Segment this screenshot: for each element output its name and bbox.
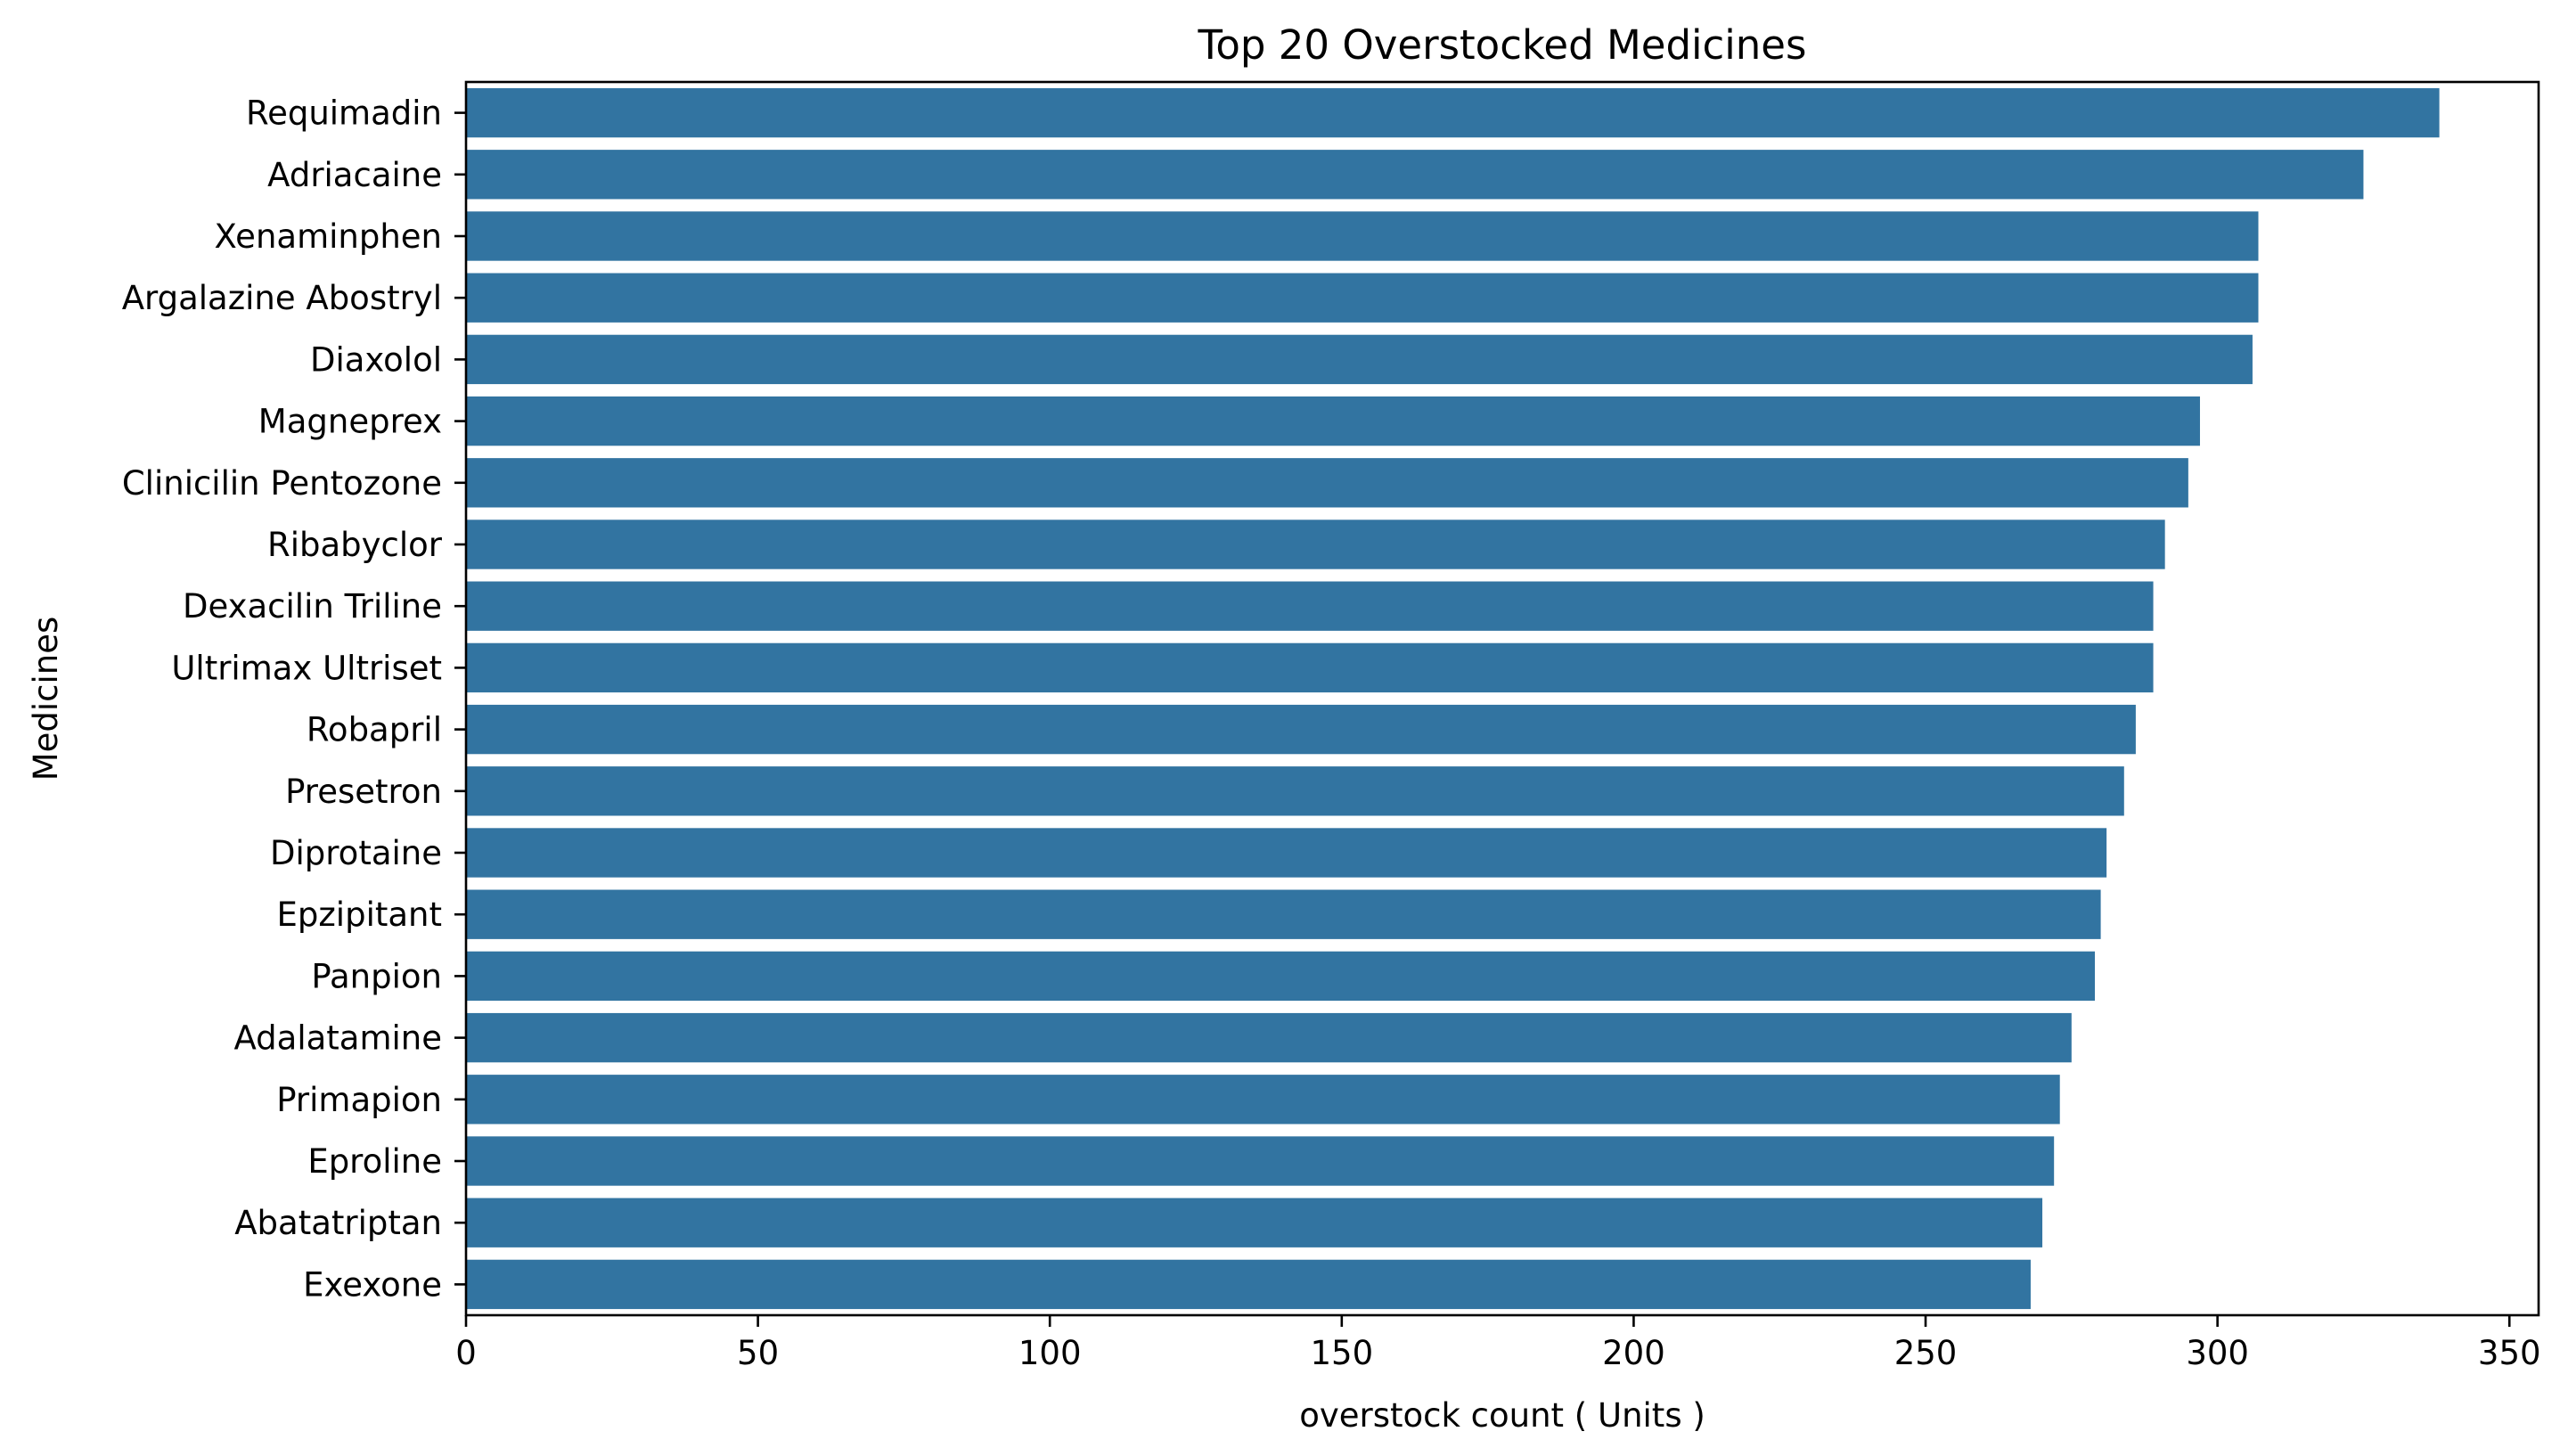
x-tick-label: 0 <box>455 1334 477 1372</box>
bar <box>466 150 2364 200</box>
y-tick-label: Robapril <box>307 711 442 749</box>
bar <box>466 642 2154 693</box>
x-tick-label: 200 <box>1602 1334 1665 1372</box>
y-tick-label: Adalatamine <box>234 1019 443 1058</box>
y-tick-label: Exexone <box>303 1265 442 1304</box>
x-tick-label: 300 <box>2186 1334 2249 1372</box>
plot-frame <box>464 80 2540 1317</box>
chart-title: Top 20 Overstocked Medicines <box>1198 21 1807 69</box>
y-axis-ticks: Requimadin Adriacaine Xenaminphen Argalazin… <box>122 94 466 1304</box>
bar <box>466 396 2200 446</box>
y-tick-label: Presetron <box>285 773 442 811</box>
y-tick-label: Argalazine Abostryl <box>122 279 442 317</box>
x-tick-label: 350 <box>2478 1334 2541 1372</box>
y-tick-label: Eproline <box>307 1142 442 1181</box>
bar <box>466 1136 2055 1186</box>
bar <box>466 87 2440 138</box>
bar <box>466 1259 2031 1310</box>
bar <box>466 458 2188 508</box>
y-tick-label: Adriacaine <box>267 156 442 194</box>
bar <box>466 334 2253 385</box>
bar <box>466 704 2136 755</box>
x-axis-title: overstock count ( Units ) <box>1299 1396 1705 1435</box>
y-tick-label: Diprotaine <box>270 834 442 872</box>
y-tick-label: Abatatriptan <box>234 1204 442 1242</box>
y-tick-label: Requimadin <box>246 94 442 133</box>
bar <box>466 951 2096 1002</box>
bar <box>466 1075 2060 1125</box>
bar <box>466 828 2107 878</box>
bar <box>466 889 2101 939</box>
y-axis-title: Medicines <box>27 617 65 781</box>
bar <box>466 211 2259 261</box>
bars-group <box>466 87 2440 1310</box>
bar <box>466 519 2165 569</box>
bar <box>466 581 2154 631</box>
x-tick-label: 100 <box>1018 1334 1082 1372</box>
y-tick-label: Ultrimax Ultriset <box>171 649 442 687</box>
y-tick-label: Primapion <box>276 1081 442 1119</box>
x-axis-ticks: 0 50 100 150 200 250 300 350 <box>455 1315 2541 1372</box>
y-tick-label: Clinicilin Pentozone <box>122 464 442 503</box>
y-tick-label: Ribabyclor <box>267 526 443 564</box>
y-tick-label: Diaxolol <box>310 340 442 379</box>
bar <box>466 1012 2072 1063</box>
y-tick-label: Magneprex <box>258 403 442 441</box>
y-tick-label: Xenaminphen <box>215 217 443 256</box>
x-tick-label: 50 <box>737 1334 779 1372</box>
bar <box>466 766 2124 816</box>
bar <box>466 1198 2043 1247</box>
x-tick-label: 150 <box>1311 1334 1374 1372</box>
x-tick-label: 250 <box>1894 1334 1958 1372</box>
y-tick-label: Epzipitant <box>277 896 442 934</box>
y-tick-label: Panpion <box>311 957 442 995</box>
y-tick-label: Dexacilin Triline <box>183 587 442 626</box>
bar <box>466 273 2259 323</box>
